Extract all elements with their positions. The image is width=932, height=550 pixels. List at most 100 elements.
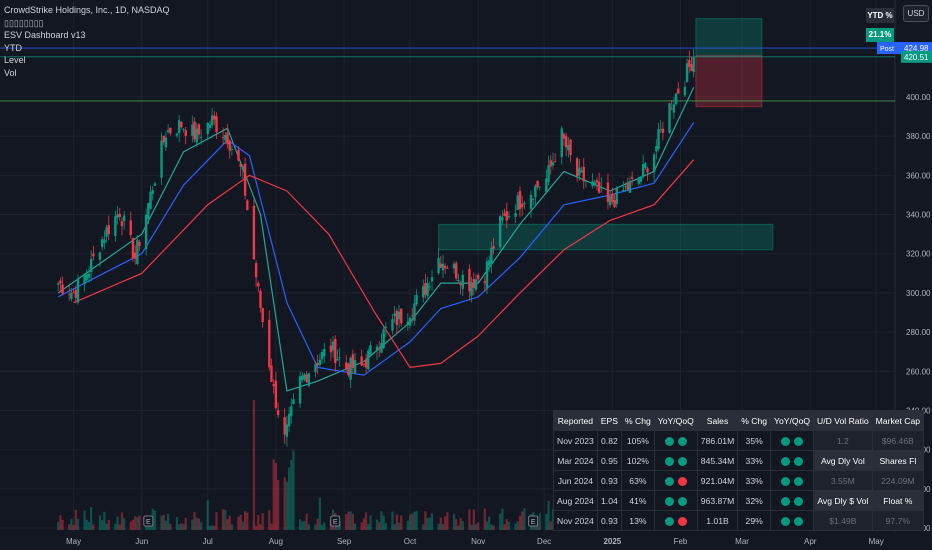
volume-bar <box>518 515 522 530</box>
sales-change-cell: 29% <box>738 511 771 530</box>
volume-bar <box>441 524 445 530</box>
earnings-marker <box>528 515 539 527</box>
stat-cell-right: $96.46B <box>872 431 924 450</box>
volume-bar <box>208 525 212 530</box>
candle-body <box>536 180 539 188</box>
volume-bar <box>316 518 319 530</box>
candle-body <box>578 167 581 176</box>
candle-body <box>639 176 643 182</box>
volume-bar <box>98 515 102 530</box>
post-price: 424.98 <box>904 44 929 53</box>
time-axis[interactable]: May Jun Jul Aug Sep Oct Nov Dec 2025 Feb Mar Apr May… <box>66 537 932 546</box>
horizontal-levels <box>0 47 895 102</box>
candle-body <box>59 280 62 284</box>
eps-cell: 0.95 <box>597 451 621 470</box>
candle-body <box>606 182 610 203</box>
x-tick-label: Dec <box>537 537 551 546</box>
volume-bar <box>521 511 524 530</box>
green-dot-icon <box>664 456 674 466</box>
earnings-marker-label: E <box>531 519 536 526</box>
volume-bar <box>446 512 449 530</box>
candle-body <box>261 307 264 323</box>
volume-bar <box>213 525 216 530</box>
ytd-header: YTD % <box>866 8 894 23</box>
eps-change-cell: 63% <box>622 471 654 490</box>
eps-yoy-qoq-cell <box>654 511 697 530</box>
volume-bar <box>222 509 225 530</box>
volume-bar <box>545 513 548 530</box>
candle-body <box>674 93 678 105</box>
column-header: U/D Vol Ratio <box>814 411 872 430</box>
candle-body <box>151 190 154 194</box>
volume-bar <box>87 521 91 530</box>
volume-bar <box>252 400 255 530</box>
candle-body <box>228 140 231 151</box>
post-label: Post <box>880 46 894 53</box>
candle-body <box>120 221 124 227</box>
stat-cell-right: Shares Fl <box>872 451 924 470</box>
candle-body <box>468 269 471 292</box>
candle-body <box>459 283 462 286</box>
candle-body <box>283 417 286 435</box>
moving-average-line <box>57 122 695 376</box>
candle-body <box>336 358 339 361</box>
candle-body <box>287 413 291 427</box>
indicator-name[interactable]: ESV Dashboard v13 <box>4 30 86 40</box>
candle-body <box>584 181 588 182</box>
candle-body <box>406 321 410 326</box>
candle-body <box>408 317 412 326</box>
earnings-marker <box>330 515 341 527</box>
candle-body <box>582 166 585 182</box>
volume-bar <box>501 508 504 530</box>
sales-change-cell: 33% <box>738 451 771 470</box>
indicator-ytd[interactable]: YTD <box>4 42 22 53</box>
indicator-vol[interactable]: Vol <box>4 67 17 78</box>
green-dot-icon <box>794 456 804 466</box>
candle-body <box>290 406 293 417</box>
candle-body <box>182 129 185 130</box>
candle-body <box>252 205 256 260</box>
candle-body <box>268 319 271 368</box>
volume-bar <box>459 518 462 530</box>
volume-bar <box>382 515 385 530</box>
volume-bar <box>547 501 550 530</box>
volume-bar <box>246 512 249 530</box>
stat-cell-right: 224.09M <box>872 471 924 490</box>
eps-cell: 1.04 <box>597 491 621 510</box>
symbol-title[interactable]: CrowdStrike Holdings, Inc., 1D, NASDAQ <box>4 5 170 15</box>
volume-bar <box>444 516 447 530</box>
candle-body <box>369 345 372 355</box>
volume-bar <box>118 524 121 530</box>
candle-body <box>243 163 247 196</box>
volume-bar <box>461 521 464 530</box>
x-tick-label: Nov <box>471 537 485 546</box>
currency-button[interactable]: USD <box>903 5 929 22</box>
volume-bar <box>239 514 242 530</box>
candle-body <box>485 261 489 289</box>
candle-body <box>628 181 632 193</box>
candle-body <box>413 303 416 321</box>
volume-bar <box>136 517 139 530</box>
candle-body <box>230 149 234 150</box>
green-dot-icon <box>794 496 804 506</box>
candle-body <box>103 239 106 244</box>
volume-bar <box>483 508 486 530</box>
candle-body <box>677 88 680 94</box>
eps-yoy-qoq-cell <box>654 471 697 490</box>
volume-bar <box>292 450 295 530</box>
volume-bar <box>107 519 110 530</box>
candle-body <box>562 134 566 139</box>
candle-body <box>208 124 212 129</box>
candle-body <box>685 63 689 82</box>
candle-body <box>615 187 618 204</box>
indicator-level[interactable]: Level <box>4 55 26 65</box>
volume-bar <box>347 511 350 530</box>
candle-body <box>206 122 209 135</box>
candle-body <box>169 127 172 134</box>
volume-bar <box>452 513 456 530</box>
candle-body <box>411 315 414 317</box>
candle-body <box>437 257 440 274</box>
x-tick-label: Oct <box>404 537 417 546</box>
candle-body <box>657 129 660 150</box>
